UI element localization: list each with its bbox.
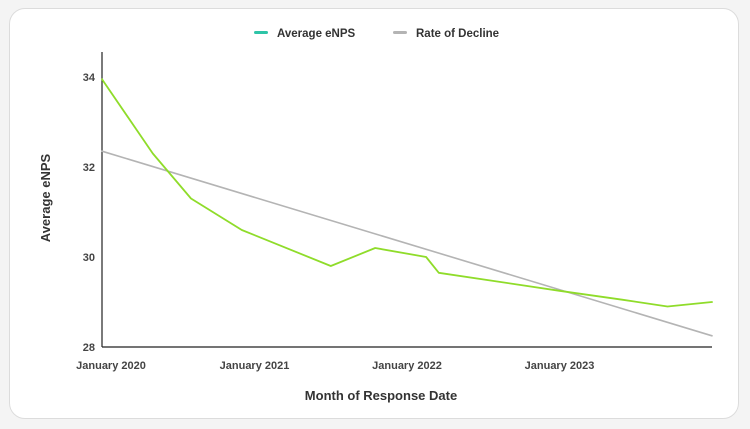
- x-axis-title: Month of Response Date: [305, 388, 457, 403]
- legend-label: Average eNPS: [277, 28, 356, 40]
- series-layer: [101, 78, 713, 337]
- y-axis-ticks: 34 32 30 28: [83, 72, 96, 354]
- x-axis-ticks: January 2020 January 2021 January 2022 Janu…: [76, 360, 594, 372]
- y-tick-label: 30: [83, 252, 95, 264]
- series-line-average-enps: [101, 78, 713, 308]
- x-tick-label: January 2020: [76, 360, 146, 372]
- legend-swatch: [393, 31, 407, 34]
- legend: Average eNPS Rate of Decline: [254, 28, 499, 40]
- x-tick-label: January 2021: [220, 360, 290, 372]
- y-tick-label: 28: [83, 342, 95, 354]
- x-tick-label: January 2022: [372, 360, 442, 372]
- legend-label: Rate of Decline: [416, 28, 499, 40]
- y-tick-label: 32: [83, 162, 95, 174]
- x-tick-label: January 2023: [525, 360, 595, 372]
- y-tick-label: 34: [83, 72, 96, 84]
- series-line-rate-of-decline: [101, 150, 713, 337]
- y-axis-title: Average eNPS: [38, 153, 53, 242]
- chart-card: [9, 8, 739, 419]
- legend-swatch: [254, 31, 268, 34]
